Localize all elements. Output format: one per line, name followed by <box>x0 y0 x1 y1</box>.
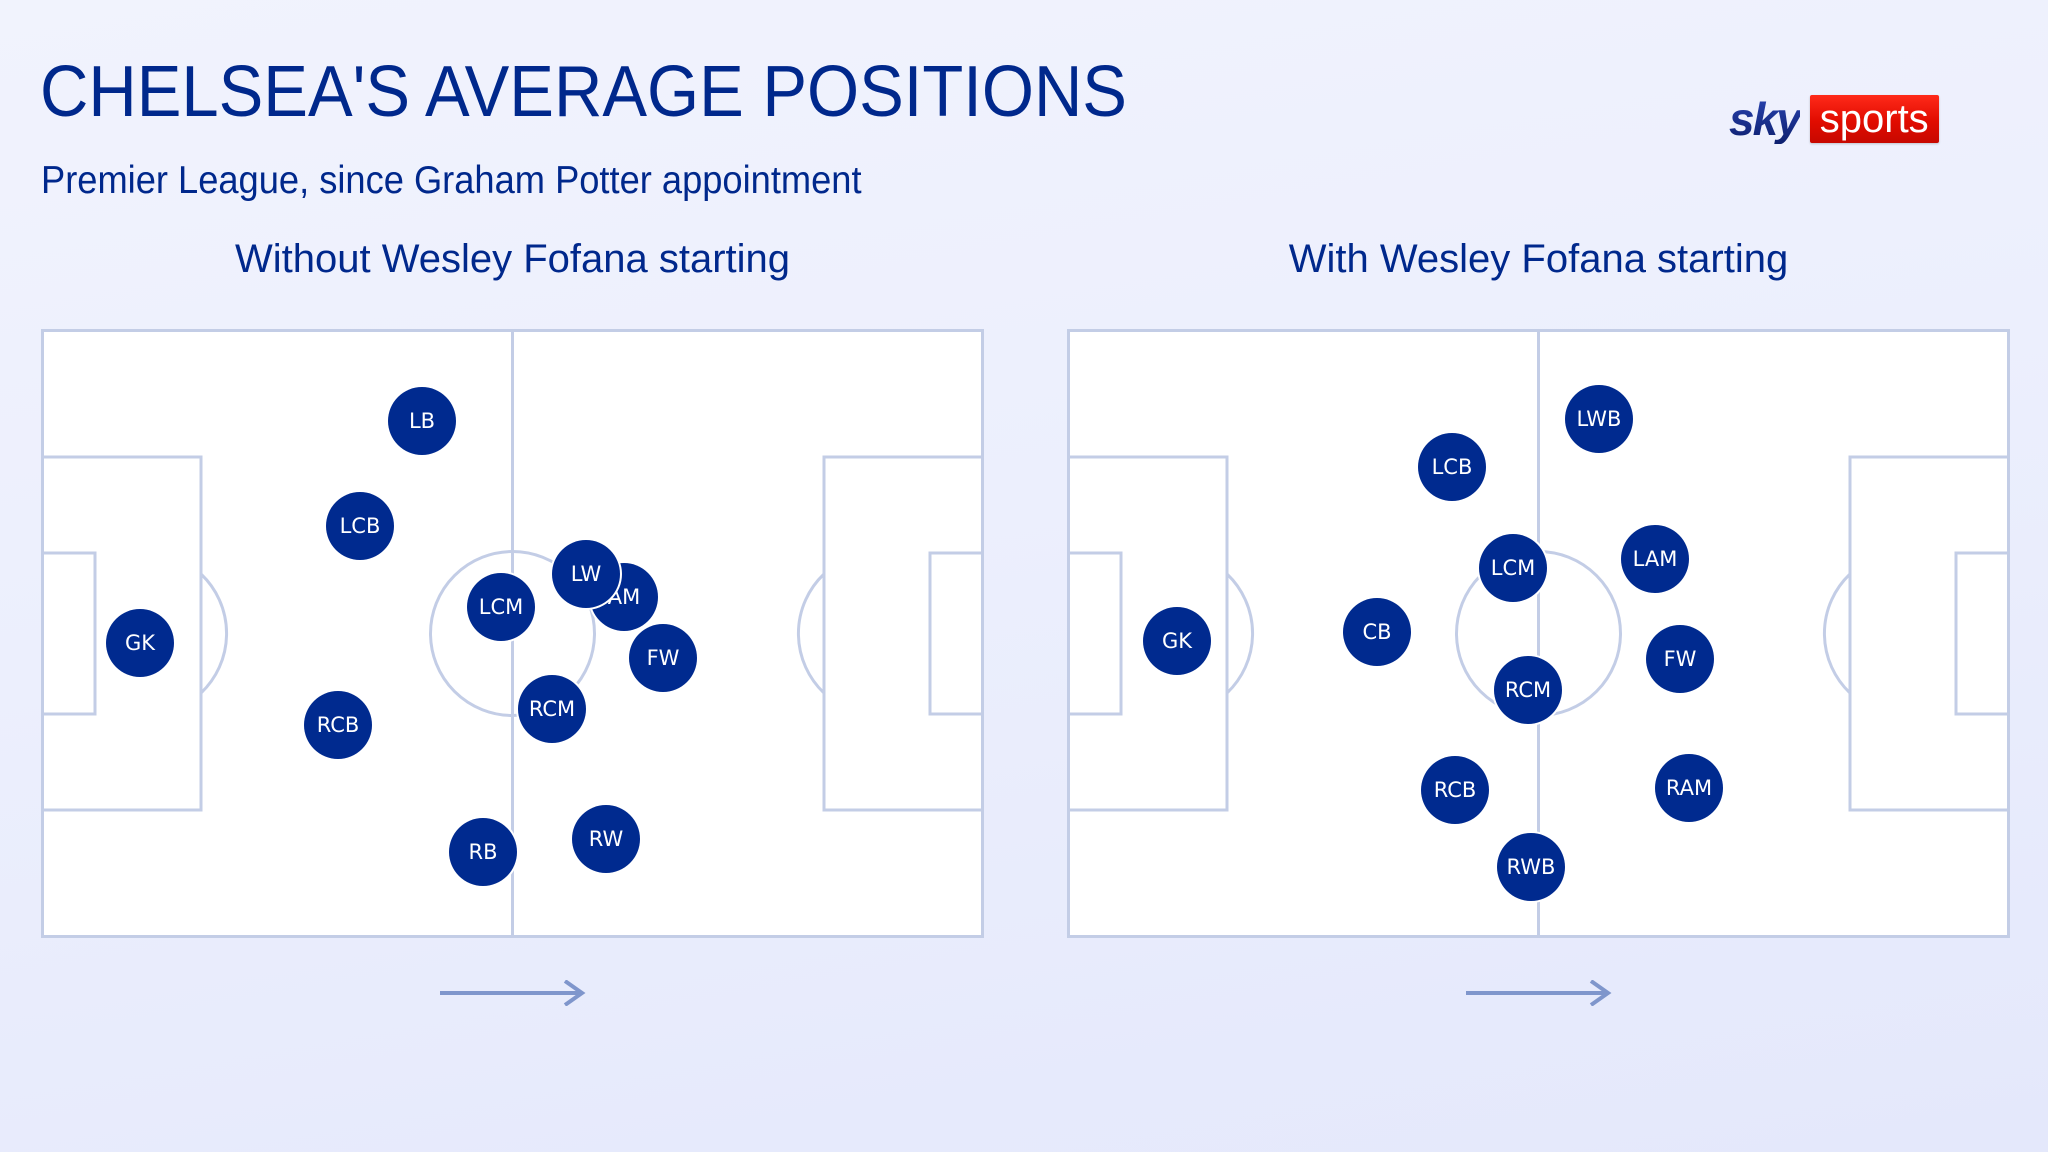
player-marker-rcb: RCB <box>304 691 372 759</box>
player-marker-am: AM <box>590 563 658 631</box>
player-marker-rcm: RCM <box>1494 656 1562 724</box>
logo-sports-badge: sports <box>1809 95 1939 143</box>
player-marker-lcb: LCB <box>326 492 394 560</box>
panel-title-with-fofana: With Wesley Fofana starting <box>1288 237 1789 281</box>
player-marker-lcm: LCM <box>1479 534 1547 602</box>
player-marker-lb: LB <box>388 387 456 455</box>
pitch-markings <box>1067 329 2010 938</box>
logo-sky-text: sky <box>1729 93 1802 145</box>
player-marker-lcm: LCM <box>467 573 535 641</box>
sky-sports-logo: sky sports <box>1729 94 1939 144</box>
panel-title-without-fofana: Without Wesley Fofana starting <box>234 237 791 281</box>
player-marker-gk: GK <box>1143 607 1211 675</box>
player-marker-rb: RB <box>449 818 517 886</box>
attack-direction-arrow-icon <box>440 980 586 1006</box>
player-marker-gk: GK <box>106 609 174 677</box>
page-title: CHELSEA'S AVERAGE POSITIONS <box>40 52 1127 132</box>
page-subtitle: Premier League, since Graham Potter appo… <box>41 159 862 202</box>
player-marker-fw: FW <box>1646 625 1714 693</box>
player-marker-rw: RW <box>572 805 640 873</box>
player-marker-lwb: LWB <box>1565 385 1633 453</box>
attack-direction-arrow-icon <box>1466 980 1612 1006</box>
player-marker-ram: RAM <box>1655 754 1723 822</box>
player-marker-cb: CB <box>1343 598 1411 666</box>
player-marker-lcb: LCB <box>1418 433 1486 501</box>
player-marker-rcm: RCM <box>518 675 586 743</box>
player-marker-lw: LW <box>552 540 620 608</box>
player-marker-rcb: RCB <box>1421 756 1489 824</box>
player-marker-rwb: RWB <box>1497 833 1565 901</box>
player-marker-lam: LAM <box>1621 525 1689 593</box>
player-marker-fw: FW <box>629 624 697 692</box>
